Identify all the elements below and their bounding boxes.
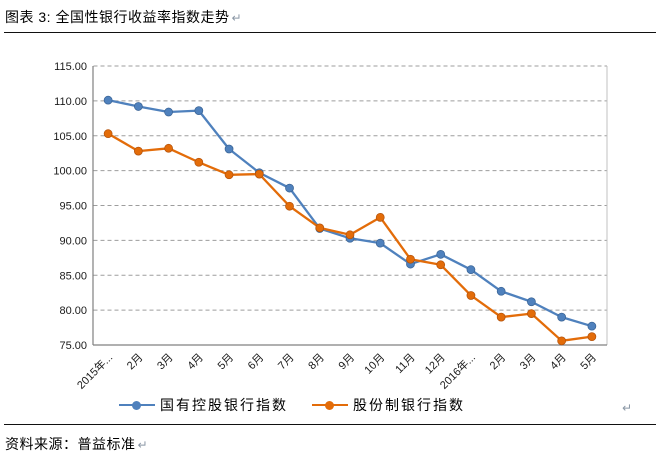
x-tick-label: 8月 [306,352,327,373]
data-point [557,336,567,346]
yield-index-line-chart: 115.00 110.00 105.00 100.00 95.00 90.00 85.00 8… [53,61,608,392]
series-line-1 [106,132,594,342]
data-point [315,223,325,233]
paragraph-mark-icon: ↵ [137,438,149,452]
chart-legend: 国有控股银行指数 股份制银行指数 [119,395,465,415]
x-tick-label: 12月 [423,352,448,377]
legend-label: 股份制银行指数 [353,397,465,413]
data-point [345,233,355,243]
data-point [164,107,173,117]
data-point [375,238,385,248]
source-note: 资料来源：普益标准 ↵ [5,434,148,454]
series-line-0 [106,99,594,328]
x-tick-label: 6月 [246,352,267,373]
data-point [224,170,234,180]
y-tick-label: 85.00 [59,270,87,282]
y-tick-label: 100.00 [53,166,87,178]
y-tick-label: 95.00 [59,201,87,213]
legend-marker-line-dot-icon [312,400,348,410]
x-tick-label: 2月 [125,352,146,373]
data-point [406,259,415,269]
source-note-text: 资料来源：普益标准 [5,436,136,452]
data-point [254,168,264,178]
figure-title-text: 图表 3: 全国性银行收益率指数走势 [5,9,230,25]
data-point [466,291,476,300]
data-point [496,312,506,322]
data-point [436,260,446,270]
x-tick-label: 2015年... [74,350,115,391]
x-tick-label: 4月 [548,352,569,373]
data-point [224,144,234,154]
data-point [315,224,325,233]
y-tick-label: 90.00 [59,235,87,247]
data-point [587,332,597,342]
data-point [436,249,446,259]
data-point [103,129,113,139]
x-tick-label: 4月 [185,352,206,373]
data-point [164,143,173,153]
y-tick-label: 115.00 [54,61,87,73]
y-tick-label: 105.00 [53,131,87,143]
data-point [527,297,536,307]
data-point [285,183,294,193]
paragraph-mark-icon: ↵ [231,11,243,25]
data-point [587,321,597,331]
data-point [133,102,143,111]
data-point [254,169,264,179]
paragraph-mark-icon: ↵ [622,401,633,415]
data-point [345,230,355,240]
data-point [557,312,567,322]
data-point [285,201,294,211]
legend-label: 国有控股银行指数 [160,397,288,413]
x-tick-label: 11月 [393,352,417,376]
data-point [496,286,506,296]
data-point [466,265,476,275]
x-tick-label: 3月 [518,352,539,373]
y-tick-label: 110.00 [54,96,87,108]
x-tick-label: 9月 [337,352,358,373]
legend-item-joint-stock-banks: 股份制银行指数 [312,395,465,415]
y-tick-label: 75.00 [59,340,87,352]
legend-marker-line-dot-icon [119,400,155,410]
x-tick-label: 10月 [362,352,387,377]
top-divider [4,32,656,33]
data-point [194,157,204,167]
data-point [406,254,415,264]
x-tick-label: 2016年... [437,350,478,391]
x-tick-label: 2月 [488,352,509,373]
x-tick-label: 3月 [155,352,176,373]
x-tick-label: 7月 [276,352,297,373]
data-point [527,309,536,318]
legend-item-state-owned-banks: 国有控股银行指数 [119,395,288,415]
figure-title: 图表 3: 全国性银行收益率指数走势 ↵ [5,7,242,27]
data-point [103,95,113,105]
x-tick-label: 5月 [216,352,237,373]
data-point [375,212,385,222]
y-tick-label: 80.00 [59,305,87,317]
data-point [133,146,143,156]
bottom-divider [4,424,656,425]
x-tick-label: 5月 [578,352,599,373]
data-point [194,106,204,116]
